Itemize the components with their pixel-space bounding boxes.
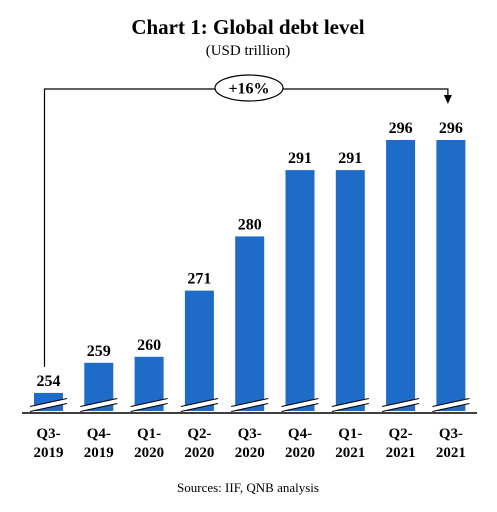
arrow-head-icon — [443, 95, 452, 104]
axis-break-line — [331, 398, 369, 407]
data-label: 291 — [338, 150, 362, 167]
bar-Q2-2020 — [184, 290, 214, 411]
axis-break-gap — [431, 399, 470, 411]
axis-break-line — [180, 403, 219, 412]
x-tick-label: Q3- — [238, 426, 262, 442]
axis-break-line — [29, 398, 68, 407]
x-tick-label: 2020 — [134, 445, 164, 461]
bar-Q1-2021 — [335, 170, 365, 411]
x-tick-label: Q3- — [36, 426, 60, 442]
axis-break-line — [281, 398, 319, 407]
data-label: 296 — [439, 120, 463, 137]
x-tick-label: 2020 — [235, 445, 265, 461]
chart-subtitle: (USD trillion) — [206, 43, 291, 59]
data-label: 296 — [389, 120, 413, 137]
data-label: 291 — [288, 150, 312, 167]
axis-break-gap — [381, 399, 420, 411]
x-tick-label: Q1- — [338, 426, 362, 442]
x-tick-label: Q4- — [288, 426, 312, 442]
axis-break-line — [231, 403, 269, 412]
x-tick-label: 2021 — [436, 445, 466, 461]
bar-Q4-2020 — [285, 170, 315, 411]
data-label: 259 — [87, 343, 111, 360]
axis-break-line — [130, 398, 168, 407]
chart-title: Chart 1: Global debt level — [131, 15, 364, 39]
axis-break-gap — [281, 399, 319, 411]
x-tick-label: Q2- — [389, 426, 413, 442]
x-tick-label: Q3- — [439, 426, 463, 442]
axis-break-line — [331, 403, 369, 412]
axis-break-line — [231, 398, 269, 407]
data-label: 271 — [187, 271, 211, 288]
axis-break-line — [281, 403, 319, 412]
axis-break-line — [432, 398, 470, 407]
x-tick-label: Q2- — [187, 426, 211, 442]
axis-break-line — [180, 398, 219, 407]
growth-label: +16% — [228, 81, 269, 98]
growth-annotation: +16% — [43, 74, 452, 367]
x-tick-label: 2020 — [285, 445, 315, 461]
x-tick-label: 2021 — [386, 445, 416, 461]
value-labels: 254 259 260 271 280 291 291 296 296 — [37, 120, 463, 390]
x-axis-ticks: Q3- 2019 Q4- 2019 Q1- 2020 Q2- 2020 Q3- 2020 Q4- 20… — [34, 426, 466, 461]
bar-Q3-2020 — [235, 236, 265, 411]
x-tick-label: 2021 — [335, 445, 365, 461]
source-note: Sources: IIF, QNB analysis — [177, 480, 319, 495]
x-tick-label: Q4- — [87, 426, 111, 442]
data-label: 280 — [238, 216, 262, 233]
axis-break-line — [381, 403, 420, 412]
axis-break-line — [80, 403, 118, 412]
bar-Q3-2021 — [436, 140, 466, 411]
data-label: 254 — [37, 373, 61, 390]
x-tick-label: 2019 — [84, 445, 114, 461]
data-label: 260 — [137, 337, 161, 354]
axis-break-line — [80, 398, 118, 407]
x-tick-label: Q1- — [137, 426, 161, 442]
axis-break-gap — [180, 399, 219, 411]
bar-Q2-2021 — [386, 140, 416, 411]
axis-break-gap — [230, 399, 269, 411]
axis-break-line — [130, 403, 168, 412]
growth-badge — [214, 74, 284, 102]
axis-break-line — [432, 403, 470, 412]
axis-break-line — [381, 398, 420, 407]
x-tick-label: 2020 — [184, 445, 214, 461]
bars — [22, 140, 477, 414]
axis-break-gap — [79, 399, 118, 411]
axis-break-gap — [29, 399, 68, 411]
x-tick-label: 2019 — [34, 445, 64, 461]
axis-break-gap — [331, 399, 370, 411]
axis-break-line — [29, 403, 68, 412]
axis-break-gap — [130, 399, 169, 411]
